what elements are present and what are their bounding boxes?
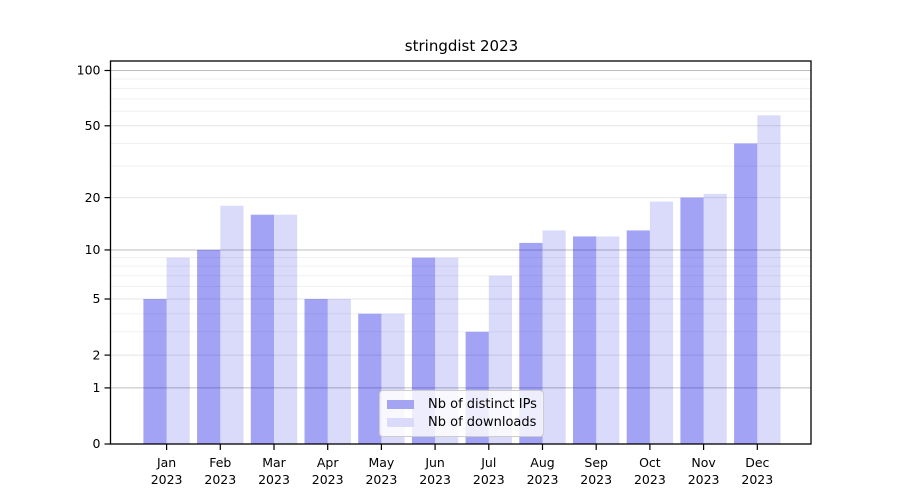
legend-swatch-distinct-ips (387, 400, 414, 409)
bar-distinct-ips-Nov (680, 197, 704, 444)
x-tick-label-month: Sep (584, 455, 608, 470)
bar-downloads-Oct (649, 201, 674, 444)
x-tick-label-year: 2023 (688, 472, 720, 487)
y-tick-label: 100 (77, 63, 101, 78)
x-tick-label-month: Aug (530, 455, 554, 470)
bar-downloads-Nov (703, 193, 727, 444)
bar-downloads-Sep (596, 236, 620, 444)
x-tick-label-year: 2023 (419, 472, 451, 487)
legend-item-distinct-ips: Nb of distinct IPs (387, 397, 537, 412)
y-tick-label: 2 (93, 347, 101, 362)
bar-distinct-ips-May (358, 313, 382, 444)
legend-swatch-downloads (387, 418, 414, 427)
x-tick-label-year: 2023 (580, 472, 612, 487)
legend-label-downloads: Nb of downloads (428, 415, 537, 430)
legend-item-downloads: Nb of downloads (387, 415, 537, 430)
bar-distinct-ips-Mar (250, 214, 274, 444)
bar-downloads-Aug (542, 230, 566, 444)
y-tick-label: 0 (93, 436, 101, 451)
y-tick-label: 50 (85, 118, 101, 133)
x-tick-label-year: 2023 (312, 472, 344, 487)
bar-distinct-ips-Sep (573, 236, 597, 444)
bar-distinct-ips-Jan (143, 298, 167, 444)
y-tick-label: 10 (85, 242, 101, 257)
bar-downloads-Apr (327, 298, 351, 444)
bar-downloads-Mar (274, 214, 298, 444)
chart-title: stringdist 2023 (404, 37, 519, 55)
x-tick-label-year: 2023 (365, 472, 397, 487)
y-tick-label: 5 (93, 291, 101, 306)
bar-distinct-ips-Apr (304, 298, 328, 444)
x-tick-label-month: Jan (156, 455, 176, 470)
bar-downloads-Jan (166, 257, 190, 444)
x-tick-label-year: 2023 (473, 472, 505, 487)
bar-distinct-ips-Oct (626, 230, 650, 444)
x-tick-label-year: 2023 (741, 472, 773, 487)
x-tick-label-month: Mar (262, 455, 286, 470)
axes-spines (109, 60, 812, 445)
bar-downloads-Feb (220, 205, 244, 444)
x-tick-label-month: Jul (480, 455, 496, 470)
bar-distinct-ips-Feb (197, 249, 221, 444)
x-tick-label-month: Apr (317, 455, 339, 470)
x-tick-label-month: Dec (745, 455, 769, 470)
legend-label-distinct-ips: Nb of distinct IPs (428, 397, 537, 412)
bar-downloads-Dec (757, 115, 781, 445)
y-tick-label: 1 (93, 380, 101, 395)
x-tick-label-month: May (368, 455, 394, 470)
legend: Nb of distinct IPs Nb of downloads (379, 390, 544, 437)
x-tick-label-year: 2023 (634, 472, 666, 487)
x-tick-label-year: 2023 (258, 472, 290, 487)
x-tick-label-year: 2023 (204, 472, 236, 487)
x-tick-label-month: Feb (209, 455, 231, 470)
bar-distinct-ips-Dec (734, 143, 758, 445)
x-tick-label-year: 2023 (527, 472, 559, 487)
x-tick-label-month: Oct (639, 455, 661, 470)
x-tick-label-month: Jun (424, 455, 445, 470)
x-tick-label-year: 2023 (151, 472, 183, 487)
x-tick-label-month: Nov (691, 455, 716, 470)
y-tick-label: 20 (85, 190, 101, 205)
